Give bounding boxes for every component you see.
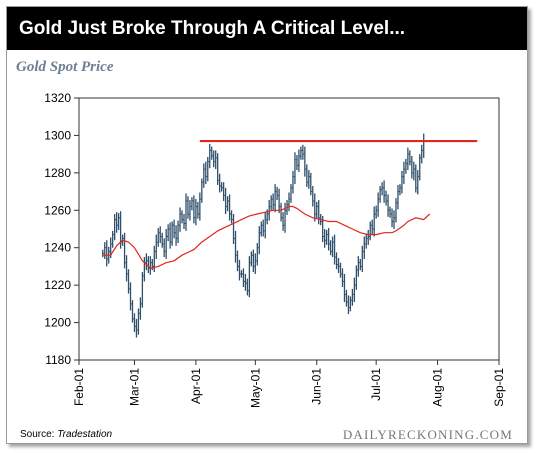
chart-title: Gold Spot Price — [16, 59, 114, 75]
source-note: Source: Tradestation — [20, 429, 112, 440]
x-tick-label: Jul-01 — [369, 368, 383, 401]
x-tick-label: Jun-01 — [310, 368, 324, 405]
plot-frame — [78, 97, 500, 361]
y-tick-label: 1280 — [44, 166, 71, 180]
gold-price-chart: 1180 1200 1220 1240 1260 1280 1300 1320 Feb-01 Ma… — [44, 91, 506, 408]
y-tick-label: 1220 — [44, 278, 71, 292]
source-name: Tradestation — [57, 429, 113, 440]
x-tick-label: Mar-01 — [127, 368, 141, 406]
y-tick-label: 1320 — [44, 91, 71, 105]
x-tick-label: Sep-01 — [492, 368, 506, 407]
y-tick-label: 1300 — [44, 128, 71, 142]
y-tick-label: 1180 — [45, 353, 71, 367]
moving-average-line — [102, 205, 431, 269]
x-tick-label: Apr-01 — [189, 368, 203, 404]
y-tick-label: 1200 — [44, 316, 71, 330]
y-tick-label: 1260 — [44, 203, 71, 217]
chart-card: Gold Just Broke Through A Critical Level… — [6, 6, 528, 444]
y-tick-label: 1240 — [44, 241, 71, 255]
x-tick-label: Aug-01 — [431, 368, 445, 407]
source-label: Source: — [20, 429, 55, 440]
brand-watermark: DAILYRECKONING.COM — [342, 427, 513, 442]
x-tick-label: Feb-01 — [72, 368, 86, 406]
headline-banner: Gold Just Broke Through A Critical Level… — [7, 7, 527, 50]
x-tick-label: May-01 — [248, 368, 262, 408]
